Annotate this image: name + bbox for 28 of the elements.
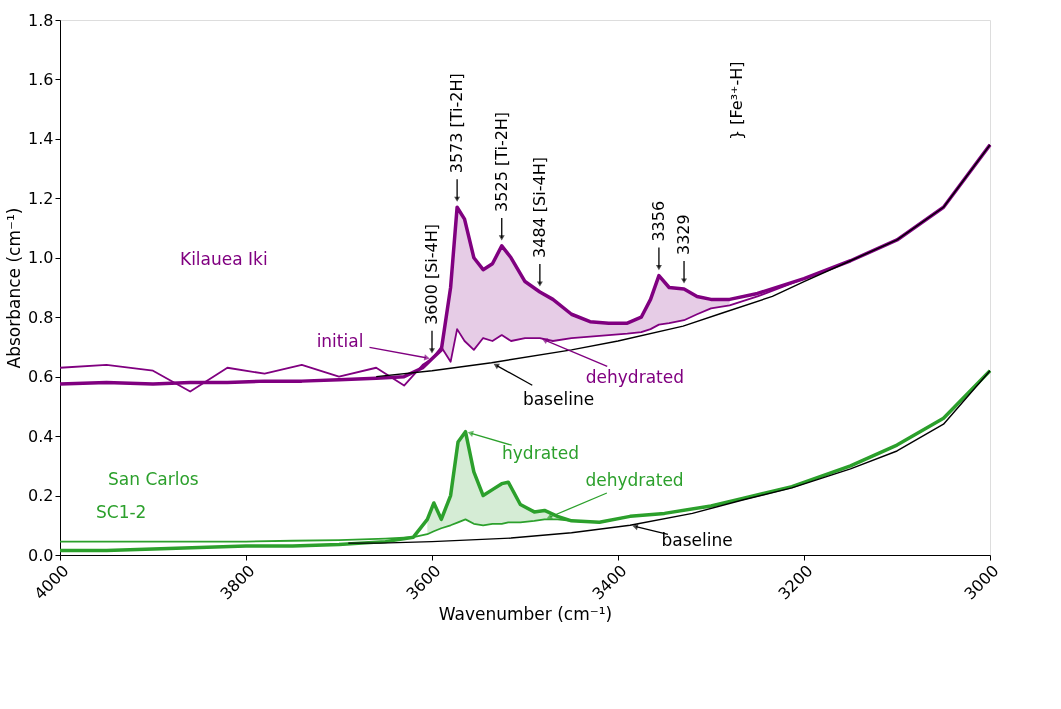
annotation: Kilauea Iki [180,249,268,269]
annotation: baseline [661,530,733,551]
y-tick-label: 0.8 [28,307,54,327]
y-tick-label: 1.2 [28,188,54,208]
y-axis-title: Absorbance (cm⁻¹) [4,207,25,369]
annotation: 3484 [Si-4H] [529,157,549,258]
annotation: 3525 [Ti-2H] [491,111,511,212]
annotation: San Carlos [108,469,199,489]
annotation: 3573 [Ti-2H] [447,73,467,174]
annotation: SC1-2 [96,502,147,522]
annotation: hydrated [502,442,579,463]
annotation: baseline [522,388,595,409]
y-tick-label: 1.8 [28,10,54,30]
y-tick-label: 0.4 [28,426,54,446]
x-axis-title: Wavenumber (cm⁻¹) [438,603,613,624]
annotation: 3600 [Si-4H] [422,223,441,325]
y-tick-label: 1.6 [28,69,54,89]
annotation: } [Fe³⁺-H] [727,61,746,140]
y-tick-label: 1.0 [28,248,54,268]
annotation: initial [316,330,364,351]
annotation: dehydrated [585,367,684,388]
y-tick-label: 1.4 [28,129,54,149]
annotation: 3356 [648,200,668,242]
annotation: 3329 [674,214,694,255]
y-tick-label: 0.2 [28,486,54,506]
y-tick-label: 0.6 [28,367,54,387]
annotation: dehydrated [585,470,684,491]
y-tick-label: 0.0 [28,545,54,565]
